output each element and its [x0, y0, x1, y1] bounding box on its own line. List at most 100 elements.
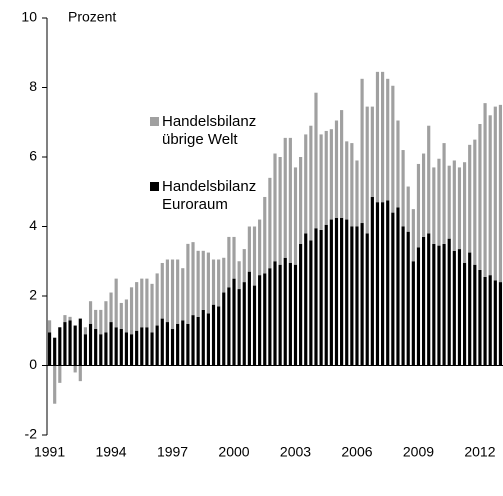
bar-segment: [340, 217, 344, 366]
bar-segment: [78, 318, 82, 366]
bar-segment: [252, 285, 257, 366]
bar-segment: [386, 78, 390, 201]
bar-segment: [421, 153, 426, 237]
bar-segment: [119, 329, 123, 366]
bar-segment: [109, 292, 113, 323]
legend-label: Handelsbilanz Euroraum: [162, 178, 257, 213]
bar-segment: [334, 120, 339, 218]
bar-segment: [391, 85, 395, 213]
bar-segment: [94, 309, 98, 330]
bar-segment: [170, 329, 175, 366]
bar-segment: [498, 282, 503, 366]
bar-segment: [263, 196, 267, 274]
bar-segment: [211, 304, 216, 366]
bar-segment: [345, 219, 349, 366]
bar-segment: [421, 236, 426, 366]
bar-segment: [478, 269, 482, 366]
bar-segment: [53, 337, 57, 366]
bar-segment: [68, 316, 72, 321]
bar-segment: [201, 309, 205, 366]
bar-segment: [63, 322, 67, 366]
bar-segment: [242, 249, 246, 283]
bar-segment: [432, 167, 436, 244]
x-tick-label: 1994: [95, 444, 126, 460]
bar-segment: [124, 332, 129, 366]
bar-segment: [355, 226, 359, 366]
bar-segment: [181, 320, 185, 366]
bar-segment: [258, 219, 262, 276]
bar-segment: [329, 129, 333, 220]
bar-segment: [304, 233, 308, 366]
bar-segment: [483, 276, 487, 366]
bar-segment: [283, 257, 287, 366]
bar-segment: [273, 261, 277, 366]
x-tick-label: 2003: [280, 444, 311, 460]
bar-segment: [78, 365, 82, 382]
bar-segment: [268, 177, 272, 269]
bar-segment: [196, 250, 200, 317]
bar-segment: [114, 327, 118, 366]
bar-segment: [119, 302, 123, 330]
bar-segment: [47, 332, 52, 366]
bar-segment: [99, 309, 103, 335]
bar-segment: [155, 325, 159, 366]
bar-segment: [334, 217, 339, 366]
bar-segment: [319, 229, 323, 366]
bar-segment: [165, 259, 169, 323]
bar-segment: [176, 259, 180, 324]
bar-segment: [345, 141, 349, 220]
bar-segment: [309, 125, 313, 241]
bar-segment: [375, 202, 380, 366]
x-tick-label: 2006: [341, 444, 372, 460]
bar-segment: [309, 240, 313, 366]
bar-segment: [324, 224, 328, 366]
bar-segment: [462, 262, 467, 366]
legend-swatch: [150, 117, 159, 126]
bar-segment: [442, 143, 446, 244]
y-tick-label: 4: [29, 217, 37, 233]
bar-segment: [211, 259, 216, 305]
y-axis-label: Prozent: [68, 9, 116, 25]
bar-segment: [227, 287, 231, 366]
bar-segment: [288, 262, 292, 366]
bar-segment: [129, 287, 134, 335]
bar-segment: [237, 289, 241, 366]
bar-segment: [370, 196, 374, 366]
bar-segment: [191, 315, 195, 366]
bar-segment: [360, 223, 364, 366]
bar-segment: [104, 301, 108, 333]
bar-segment: [447, 165, 451, 239]
bar-segment: [94, 329, 98, 366]
bar-segment: [432, 243, 436, 366]
bar-segment: [222, 257, 226, 293]
bar-segment: [493, 106, 497, 281]
bar-segment: [437, 158, 441, 246]
bar-segment: [350, 143, 354, 227]
bar-segment: [473, 264, 477, 366]
bar-segment: [314, 228, 318, 366]
bar-segment: [350, 226, 354, 366]
bar-segment: [181, 268, 185, 321]
bar-segment: [145, 327, 149, 366]
bar-segment: [427, 125, 431, 234]
bar-segment: [88, 323, 93, 366]
bar-segment: [114, 278, 118, 328]
legend-label: Handelsbilanz übrige Welt: [162, 113, 257, 148]
bar-segment: [242, 282, 246, 366]
bar-segment: [478, 123, 482, 270]
bar-segment: [498, 104, 503, 283]
bar-segment: [411, 261, 415, 366]
bar-segment: [206, 252, 210, 314]
bar-segment: [427, 233, 431, 366]
bar-segment: [391, 212, 395, 366]
bar-segment: [473, 139, 477, 265]
bar-segment: [129, 334, 134, 366]
bar-segment: [47, 320, 52, 333]
bar-segment: [299, 157, 303, 244]
bar-segment: [196, 316, 200, 366]
bar-segment: [273, 153, 277, 262]
bar-segment: [437, 245, 441, 366]
bar-segment: [401, 226, 405, 366]
